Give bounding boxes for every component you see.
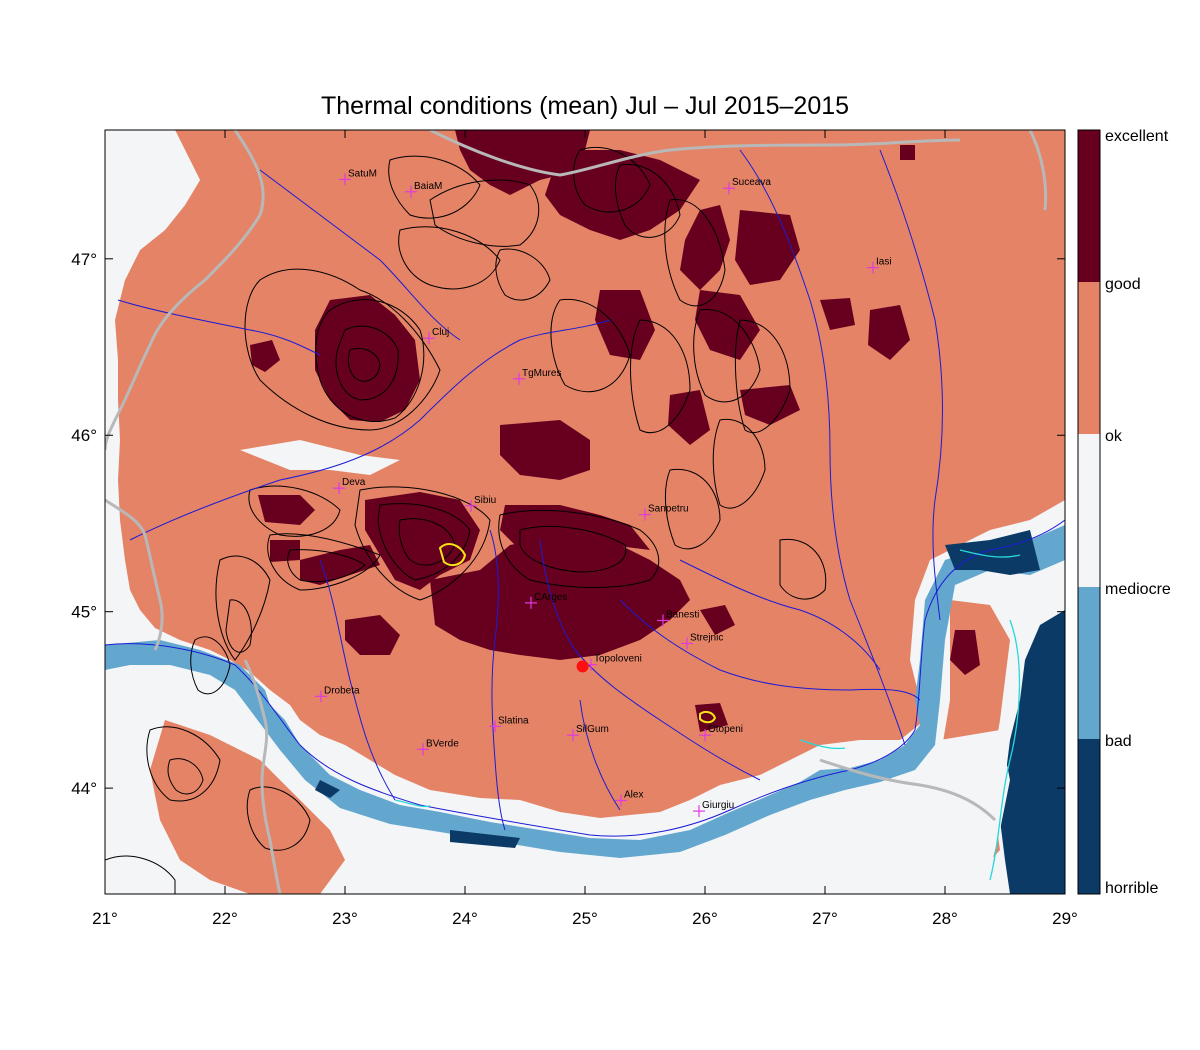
city-deva[interactable]: Deva <box>333 477 366 495</box>
city-bverde[interactable]: BVerde <box>417 738 459 756</box>
city-suceava[interactable]: Suceava <box>723 177 771 195</box>
lon-tick-label: 27° <box>812 909 838 928</box>
region-ok-deva <box>240 440 400 475</box>
relief-contours <box>105 146 827 894</box>
longitude-axis: 21° 22° 23° 24° 25° 26° 27° 28° 29° <box>92 909 1078 928</box>
city-label: SatuM <box>348 168 377 179</box>
city-tgmures[interactable]: TgMures <box>513 368 561 385</box>
lon-tick-label: 29° <box>1052 909 1078 928</box>
lat-tick-label: 44° <box>71 779 97 798</box>
danube-river <box>105 519 1065 837</box>
legend-label-excellent: excellent <box>1105 128 1169 145</box>
city-carges[interactable]: CArges <box>525 592 567 609</box>
lon-tick-label: 21° <box>92 909 118 928</box>
lat-tick-label: 47° <box>71 250 97 269</box>
city-markers: SatuM BaiaM Suceava Iasi Cluj TgMures Deva Sibi… <box>315 168 892 818</box>
city-sanpetru[interactable]: Sanpetru <box>639 504 689 521</box>
city-label: CArges <box>534 592 567 603</box>
city-label: Sanpetru <box>648 504 689 515</box>
legend-frame <box>1077 129 1101 895</box>
lon-tick-label: 25° <box>572 909 598 928</box>
city-drobeta[interactable]: Drobeta <box>315 685 360 703</box>
lat-tick-label: 45° <box>71 603 97 622</box>
buzau-river <box>679 559 881 671</box>
peak-contour-fagaras <box>438 543 467 567</box>
city-label: Sibiu <box>474 495 496 506</box>
peak-contour-otopeni <box>699 710 717 724</box>
map-frame-ticks <box>104 130 1066 894</box>
city-label: Banesti <box>666 610 699 621</box>
legend-colorbar: excellent good ok mediocre bad horrible <box>1077 128 1171 897</box>
city-label: Deva <box>342 477 366 488</box>
city-label: Strejnic <box>690 632 723 643</box>
city-alex[interactable]: Alex <box>615 789 643 807</box>
legend-label-ok: ok <box>1105 428 1123 445</box>
prut-river <box>879 149 943 621</box>
lon-tick-label: 28° <box>932 909 958 928</box>
siret-river <box>739 149 906 746</box>
olt-river <box>489 529 506 831</box>
city-strejnic[interactable]: Strejnic <box>681 632 723 650</box>
crisuri-river <box>117 299 321 356</box>
region-horrible-danube-spots <box>315 780 520 848</box>
city-label: Cluj <box>432 327 449 338</box>
selected-location-marker[interactable] <box>576 660 589 673</box>
legend-band-ok <box>1078 434 1100 587</box>
city-label: BVerde <box>426 738 459 749</box>
lon-tick-label: 26° <box>692 909 718 928</box>
mures-river <box>129 319 611 541</box>
city-slatina[interactable]: Slatina <box>489 715 529 733</box>
city-otopeni[interactable]: Otopeni <box>699 724 743 742</box>
city-satum[interactable]: SatuM <box>339 168 377 186</box>
jiu-river <box>319 559 396 801</box>
city-cluj[interactable]: Cluj <box>423 327 449 345</box>
city-baiam[interactable]: BaiaM <box>405 181 442 198</box>
legend-label-horrible: horrible <box>1105 880 1158 897</box>
map-area <box>105 130 1065 894</box>
city-label: Topoloveni <box>594 654 642 665</box>
country-border <box>105 130 1048 894</box>
lat-tick-label: 46° <box>71 426 97 445</box>
city-banesti[interactable]: Banesti <box>657 610 699 627</box>
city-label: Slatina <box>498 715 529 726</box>
legend-band-bad <box>1078 739 1100 894</box>
city-label: Suceava <box>732 177 771 188</box>
arges-river <box>539 539 761 781</box>
legend-label-bad: bad <box>1105 733 1132 750</box>
vedea-river <box>579 699 621 811</box>
latitude-axis: 47° 46° 45° 44° <box>71 250 97 798</box>
lon-tick-label: 22° <box>212 909 238 928</box>
city-iasi[interactable]: Iasi <box>867 257 892 274</box>
region-horrible-black-sea <box>1000 610 1065 894</box>
legend-band-excellent <box>1078 130 1100 282</box>
map-title: Thermal conditions (mean) Jul – Jul 2015… <box>320 92 850 120</box>
city-silgum[interactable]: SilGum <box>567 724 609 742</box>
legend-band-good <box>1078 282 1100 434</box>
city-label: TgMures <box>522 368 561 379</box>
city-label: SilGum <box>576 724 609 735</box>
city-label: Otopeni <box>708 724 743 735</box>
city-label: Drobeta <box>324 685 360 696</box>
city-label: Giurgiu <box>702 800 734 811</box>
somes-river <box>259 169 461 341</box>
legend-band-mediocre <box>1078 587 1100 739</box>
city-giurgiu[interactable]: Giurgiu <box>693 800 734 818</box>
region-mediocre-danube <box>105 525 1065 858</box>
region-ok-west <box>105 130 200 300</box>
lon-tick-label: 23° <box>332 909 358 928</box>
rivers <box>105 149 1065 837</box>
region-ok-dobrogea <box>920 730 1010 894</box>
city-label: Alex <box>624 789 643 800</box>
city-label: Iasi <box>876 257 892 268</box>
region-horrible-delta <box>945 530 1040 575</box>
legend-label-good: good <box>1105 276 1141 293</box>
legend-label-mediocre: mediocre <box>1105 581 1171 598</box>
city-sibiu[interactable]: Sibiu <box>465 495 496 512</box>
ialomita-river <box>619 599 921 701</box>
lon-tick-label: 24° <box>452 909 478 928</box>
city-label: BaiaM <box>414 181 442 192</box>
lakes-coast <box>394 549 1021 881</box>
